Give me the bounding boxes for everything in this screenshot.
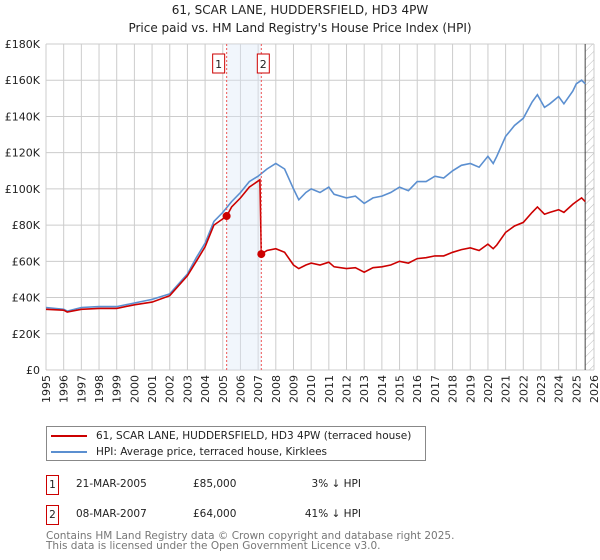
sale-badge-label: 2 (260, 58, 267, 71)
x-tick-label: 2020 (482, 375, 495, 403)
property-price-line (45, 178, 586, 313)
x-tick-label: 2016 (411, 375, 424, 403)
x-tick-label: 2009 (287, 375, 300, 403)
transaction-price: £85,000 (193, 478, 237, 490)
footer: Contains HM Land Registry data © Crown c… (46, 530, 455, 552)
x-tick-label: 2018 (447, 375, 460, 403)
sale-badge-label: 1 (215, 58, 222, 71)
legend-item-property: 61, SCAR LANE, HUDDERSFIELD, HD3 4PW (te… (51, 428, 411, 444)
transaction-hpi: 3% ↓ HPI (311, 478, 361, 490)
y-tick-label: £80K (12, 219, 41, 232)
legend-swatch-blue (51, 451, 87, 453)
chart-legend: 61, SCAR LANE, HUDDERSFIELD, HD3 4PW (te… (46, 426, 426, 461)
x-tick-label: 2014 (376, 375, 389, 403)
x-tick-label: 2004 (199, 375, 212, 403)
x-tick-label: 2023 (535, 375, 548, 403)
x-tick-label: 2000 (128, 375, 141, 403)
x-tick-label: 2026 (588, 375, 600, 403)
x-tick-label: 2010 (305, 375, 318, 403)
transaction-hpi: 41% ↓ HPI (304, 508, 361, 520)
price-chart: 1 2 1995 1996 1997 1998 1999 2000 2001 2002 2003 20… (5, 38, 600, 403)
x-tick-label: 2006 (234, 375, 247, 403)
transaction-date: 08-MAR-2007 (76, 508, 147, 520)
x-tick-label: 1998 (93, 375, 106, 403)
x-tick-label: 1995 (40, 375, 53, 403)
sale-point (257, 250, 266, 259)
x-tick-label: 2005 (217, 375, 230, 403)
y-tick-label: £20K (12, 328, 41, 341)
footer-licence: This data is licensed under the Open Gov… (46, 540, 381, 552)
sale-badge-box (212, 53, 226, 74)
legend-swatch-red (51, 435, 87, 437)
x-tick-label: 1999 (111, 375, 124, 403)
x-tick-label: 2024 (553, 375, 566, 403)
x-tick-label: 2015 (394, 375, 407, 403)
x-tick-label: 2022 (517, 375, 530, 403)
sale-badge-box (256, 53, 270, 74)
legend-label: 61, SCAR LANE, HUDDERSFIELD, HD3 4PW (te… (96, 430, 412, 442)
legend-label: HPI: Average price, terraced house, Kirk… (96, 446, 328, 458)
sale-point (222, 212, 231, 221)
transaction-date: 21-MAR-2005 (76, 478, 147, 490)
forecast-hatch (585, 44, 594, 370)
x-tick-label: 2011 (323, 375, 336, 403)
footer-copyright: Contains HM Land Registry data © Crown c… (46, 530, 455, 542)
transaction-badge: 1 (46, 475, 59, 495)
x-tick-label: 1997 (75, 375, 88, 403)
y-tick-label: £160K (5, 74, 41, 87)
x-tick-label: 2003 (181, 375, 194, 403)
x-tick-label: 2021 (500, 375, 513, 403)
legend-item-hpi: HPI: Average price, terraced house, Kirk… (51, 444, 327, 460)
x-tick-label: 2001 (146, 375, 159, 403)
chart-title: 61, SCAR LANE, HUDDERSFIELD, HD3 4PW (171, 3, 429, 17)
x-tick-label: 2019 (464, 375, 477, 403)
transaction-price: £64,000 (193, 508, 237, 520)
hpi-line (45, 79, 586, 312)
x-tick-label: 2007 (252, 375, 265, 403)
x-tick-label: 1996 (58, 375, 71, 403)
y-tick-label: £140K (5, 110, 41, 123)
y-tick-label: £180K (5, 38, 41, 51)
y-tick-label: £60K (12, 255, 41, 268)
x-tick-label: 2002 (164, 375, 177, 403)
y-tick-label: £40K (12, 292, 41, 305)
y-tick-label: £120K (5, 147, 41, 160)
y-tick-label: £100K (5, 183, 41, 196)
x-tick-label: 2017 (429, 375, 442, 403)
x-tick-label: 2012 (341, 375, 354, 403)
x-tick-label: 2008 (270, 375, 283, 403)
x-tick-label: 2025 (570, 375, 583, 403)
transaction-badge: 2 (46, 505, 59, 525)
x-tick-label: 2013 (358, 375, 371, 403)
y-tick-label: £0 (26, 364, 40, 377)
chart-subtitle: Price paid vs. HM Land Registry's House … (128, 21, 472, 35)
